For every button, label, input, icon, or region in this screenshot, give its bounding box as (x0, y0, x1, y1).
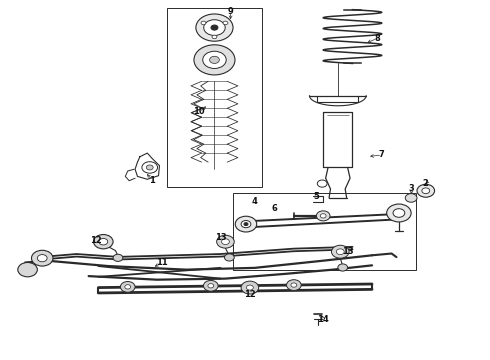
Text: 7: 7 (379, 150, 385, 159)
Text: 5: 5 (313, 192, 319, 201)
Circle shape (142, 162, 158, 173)
Circle shape (37, 255, 47, 262)
Text: 1: 1 (149, 176, 155, 185)
Text: 4: 4 (252, 197, 258, 206)
Circle shape (147, 165, 153, 170)
Circle shape (417, 184, 435, 197)
Circle shape (31, 250, 53, 266)
Circle shape (287, 280, 301, 291)
Text: 10: 10 (193, 107, 204, 116)
Text: 13: 13 (342, 247, 353, 256)
Text: 2: 2 (423, 179, 429, 188)
Circle shape (210, 56, 220, 63)
Circle shape (235, 216, 257, 232)
Circle shape (422, 188, 430, 194)
Circle shape (194, 45, 235, 75)
Circle shape (331, 245, 349, 258)
Circle shape (113, 254, 123, 261)
Circle shape (393, 209, 405, 217)
Text: 12: 12 (244, 290, 256, 299)
Text: 9: 9 (227, 7, 233, 16)
Circle shape (405, 194, 417, 202)
Circle shape (224, 254, 234, 261)
Circle shape (246, 285, 253, 290)
Circle shape (212, 35, 217, 39)
Circle shape (221, 239, 229, 244)
Text: 6: 6 (271, 204, 277, 213)
Circle shape (241, 281, 259, 294)
Circle shape (201, 21, 206, 25)
Circle shape (336, 249, 344, 255)
Text: 3: 3 (408, 184, 414, 193)
Circle shape (204, 20, 225, 36)
Circle shape (203, 280, 218, 291)
Text: 13: 13 (215, 233, 226, 242)
Circle shape (203, 51, 226, 68)
Circle shape (318, 180, 327, 187)
Circle shape (320, 214, 326, 218)
Circle shape (387, 204, 411, 222)
Circle shape (94, 234, 113, 249)
Text: 14: 14 (318, 315, 329, 324)
Circle shape (338, 264, 347, 271)
Circle shape (217, 235, 234, 248)
Circle shape (241, 221, 251, 228)
Circle shape (244, 223, 248, 226)
Circle shape (121, 282, 135, 292)
Circle shape (208, 284, 214, 288)
Circle shape (211, 25, 218, 30)
Circle shape (18, 262, 37, 277)
Text: 11: 11 (156, 258, 168, 267)
Circle shape (317, 211, 330, 221)
Circle shape (125, 285, 131, 289)
Bar (233, 193, 416, 270)
Circle shape (99, 238, 108, 245)
Text: 8: 8 (374, 34, 380, 43)
Text: 12: 12 (90, 237, 102, 246)
Circle shape (196, 14, 233, 41)
Circle shape (291, 283, 297, 287)
Circle shape (223, 21, 228, 25)
Bar (167, 8, 262, 187)
